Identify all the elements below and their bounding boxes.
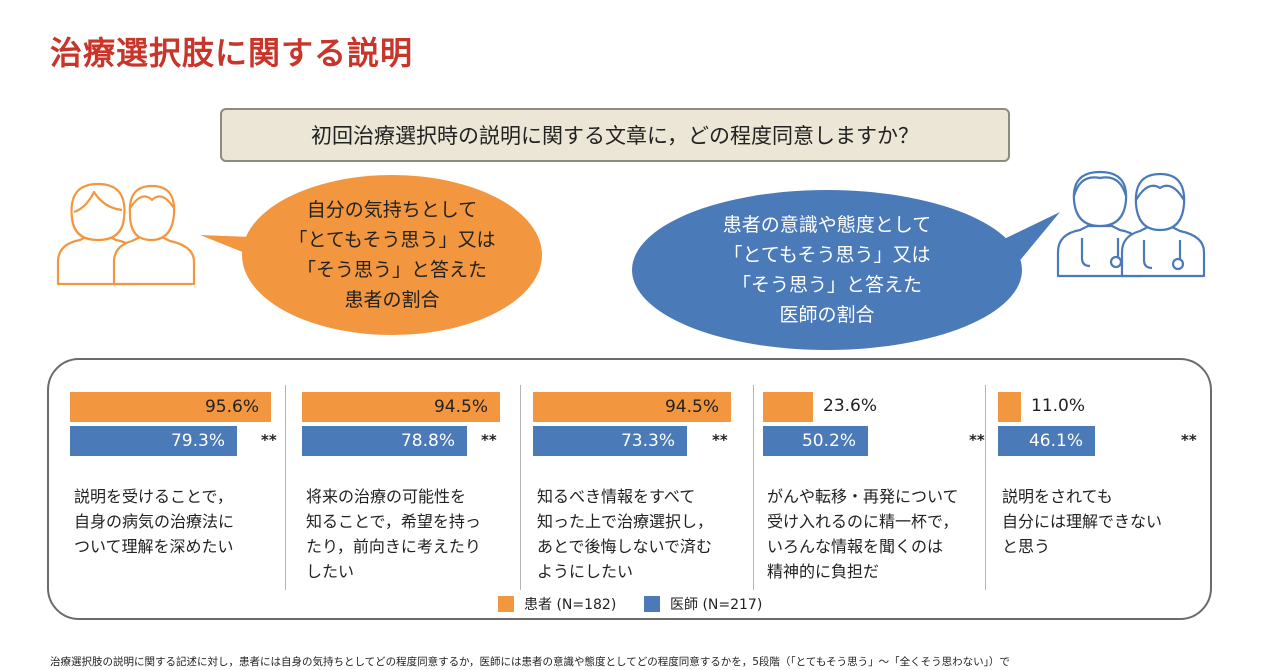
two-doctors-icon bbox=[1056, 170, 1206, 278]
footnote: 治療選択肢の説明に関する記述に対し，患者には自身の気持ちとしてどの程度同意するか… bbox=[50, 656, 1010, 668]
legend-patient-swatch bbox=[498, 596, 514, 612]
significance-marker: ** bbox=[1181, 431, 1197, 449]
page-title: 治療選択肢に関する説明 bbox=[50, 34, 414, 72]
statement-text: 説明をされても 自分には理解できない と思う bbox=[1002, 487, 1163, 556]
doctor-speech-bubble: 患者の意識や態度として 「とてもそう思う」又は 「そう思う」と答えた 医師の割合 bbox=[632, 190, 1060, 350]
legend-doctor-swatch bbox=[644, 596, 660, 612]
column-divider bbox=[285, 385, 286, 590]
legend-patient: 患者 (N=182) bbox=[498, 594, 616, 614]
patient-bubble-text: 自分の気持ちとして 「とてもそう思う」又は 「そう思う」と答えた 患者の割合 bbox=[288, 199, 496, 311]
statement-text: 説明を受けることで， 自身の病気の治療法に ついて理解を深めたい bbox=[74, 487, 235, 556]
survey-question: 初回治療選択時の説明に関する文章に，どの程度同意しますか？ bbox=[220, 108, 1010, 162]
doctor-bar: 73.3% bbox=[533, 426, 687, 456]
patient-bar: 94.5% bbox=[302, 392, 500, 422]
two-patients-icon bbox=[56, 182, 196, 286]
doctor-bar: 78.8% bbox=[302, 426, 467, 456]
patient-bar: 94.5% bbox=[533, 392, 731, 422]
doctor-bubble-text: 患者の意識や態度として 「とてもそう思う」又は 「そう思う」と答えた 医師の割合 bbox=[722, 214, 932, 326]
doctor-bar: 46.1% bbox=[998, 426, 1095, 456]
results-panel bbox=[47, 358, 1212, 620]
legend-doctor: 医師 (N=217) bbox=[644, 594, 762, 614]
doctor-bar: 50.2% bbox=[763, 426, 868, 456]
significance-marker: ** bbox=[969, 431, 985, 449]
statement-text: 知るべき情報をすべて 知った上で治療選択し， あとで後悔しないで済む ようにした… bbox=[537, 487, 714, 581]
statement-text: 将来の治療の可能性を 知ることで，希望を持っ たり，前向きに考えたり したい bbox=[306, 487, 481, 581]
patient-speech-bubble: 自分の気持ちとして 「とてもそう思う」又は 「そう思う」と答えた 患者の割合 bbox=[200, 175, 542, 335]
patient-bar bbox=[763, 392, 813, 422]
patient-bar bbox=[998, 392, 1021, 422]
patient-value-label: 23.6% bbox=[823, 396, 878, 416]
column-divider bbox=[985, 385, 986, 590]
doctor-bar: 79.3% bbox=[70, 426, 237, 456]
significance-marker: ** bbox=[261, 431, 277, 449]
column-divider bbox=[753, 385, 754, 590]
legend-patient-label: 患者 (N=182) bbox=[524, 597, 617, 613]
significance-marker: ** bbox=[481, 431, 497, 449]
patient-value-label: 11.0% bbox=[1031, 396, 1086, 416]
column-divider bbox=[520, 385, 521, 590]
statement-text: がんや転移・再発について 受け入れるのに精一杯で， いろんな情報を聞くのは 精神… bbox=[767, 487, 959, 581]
legend-doctor-label: 医師 (N=217) bbox=[670, 597, 763, 613]
patient-bar: 95.6% bbox=[70, 392, 271, 422]
significance-marker: ** bbox=[712, 431, 728, 449]
